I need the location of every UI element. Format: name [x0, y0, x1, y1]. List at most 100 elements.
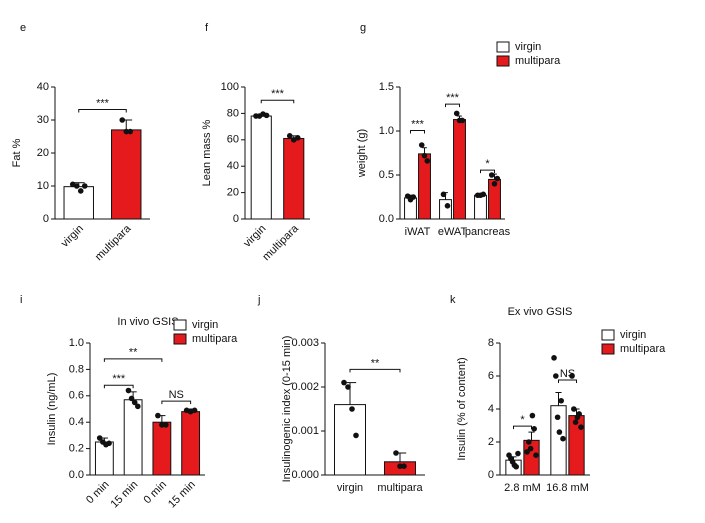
data-point — [410, 194, 417, 200]
legend-swatch — [496, 55, 510, 67]
y-tick-label: 60 — [227, 134, 239, 146]
data-point — [491, 181, 498, 187]
y-tick-label: 40 — [227, 160, 239, 172]
data-point — [77, 188, 84, 194]
data-point — [488, 172, 495, 178]
data-point — [125, 387, 132, 394]
data-point — [553, 373, 559, 379]
data-point — [524, 449, 530, 455]
significance-label: *** — [271, 88, 285, 100]
bar — [334, 404, 366, 476]
panel-letter: k — [450, 294, 456, 306]
data-point — [554, 414, 561, 421]
data-point — [440, 191, 447, 198]
x-tick-label: virgin — [337, 482, 363, 494]
y-tick-label: 0.0 — [69, 469, 84, 481]
y-tick-label: 0.2 — [69, 443, 84, 455]
panel-letter: j — [257, 294, 260, 306]
data-point — [560, 435, 566, 442]
panel-letter: e — [20, 22, 26, 34]
data-point — [286, 133, 293, 139]
data-point — [556, 429, 563, 435]
x-tick-label: pancreas — [465, 226, 511, 238]
data-point — [131, 399, 138, 406]
y-tick-label: 0.8 — [69, 363, 84, 375]
panel-title: In vivo GSIS — [117, 316, 178, 328]
significance-bracket — [558, 379, 577, 383]
y-tick-label: 0 — [233, 213, 239, 225]
data-point — [480, 191, 487, 198]
x-tick-label: 15 min — [166, 479, 198, 511]
bar — [250, 115, 272, 220]
data-point — [159, 422, 165, 428]
legend-label: virgin — [515, 41, 541, 53]
data-point — [531, 426, 537, 432]
y-tick-label: 0 — [43, 213, 49, 225]
data-point — [127, 128, 134, 135]
panel-letter: f — [205, 22, 209, 34]
data-point — [349, 406, 355, 412]
data-point — [353, 432, 359, 439]
y-tick-label: 6 — [488, 370, 494, 382]
bar — [123, 399, 143, 476]
y-tick-label: 0.5 — [379, 169, 394, 181]
legend-label: multipara — [515, 55, 561, 67]
y-axis-label: Lean mass % — [201, 119, 213, 186]
significance-label: * — [485, 158, 490, 170]
data-point — [572, 419, 579, 426]
significance-bracket — [349, 368, 401, 373]
significance-bracket — [445, 103, 460, 108]
y-tick-label: 0.000 — [291, 469, 319, 481]
data-point — [393, 450, 399, 456]
legend-swatch — [601, 329, 615, 341]
significance-label: *** — [446, 92, 460, 104]
bar — [283, 137, 305, 220]
bar — [152, 421, 172, 476]
data-point — [558, 397, 564, 404]
x-tick-label: multipara — [377, 482, 423, 494]
data-point — [551, 355, 557, 361]
data-point — [345, 384, 351, 390]
panel-letter: i — [20, 294, 22, 306]
data-point — [106, 440, 112, 447]
data-point — [341, 379, 347, 386]
data-point — [81, 183, 88, 189]
legend-label: virgin — [620, 329, 646, 341]
data-point — [424, 158, 431, 164]
y-tick-label: 10 — [37, 180, 49, 192]
panel-letter: g — [360, 22, 366, 34]
significance-bracket — [78, 108, 127, 113]
x-tick-label: multipara — [260, 222, 301, 263]
data-point — [453, 110, 460, 117]
y-tick-label: 20 — [227, 187, 239, 199]
significance-label: ** — [129, 347, 138, 359]
x-tick-label: 2.8 mM — [504, 482, 541, 494]
y-axis-label: Insulinogenic index (0-15 min) — [281, 336, 293, 483]
y-axis-label: weight (g) — [356, 129, 368, 178]
y-tick-label: 8 — [488, 337, 494, 349]
y-tick-label: 80 — [227, 107, 239, 119]
data-point — [421, 152, 428, 159]
data-point — [294, 135, 301, 141]
significance-bracket — [513, 425, 532, 430]
significance-label: *** — [112, 373, 126, 385]
y-tick-label: 40 — [37, 81, 49, 93]
data-point — [529, 412, 536, 419]
significance-bracket — [480, 169, 495, 174]
significance-bracket — [103, 384, 134, 389]
y-tick-label: 2 — [488, 436, 494, 448]
data-point — [123, 128, 130, 135]
y-tick-label: 20 — [37, 147, 49, 159]
bar — [453, 119, 466, 220]
bar — [474, 194, 487, 220]
x-tick-label: virgin — [241, 223, 268, 250]
data-point — [96, 435, 103, 441]
data-point — [397, 463, 403, 470]
data-point — [155, 412, 161, 419]
data-point — [515, 450, 521, 457]
y-tick-label: 0.4 — [69, 416, 84, 428]
legend-swatch — [601, 343, 615, 355]
legend-swatch — [496, 41, 510, 53]
y-tick-label: 1.5 — [379, 81, 394, 93]
